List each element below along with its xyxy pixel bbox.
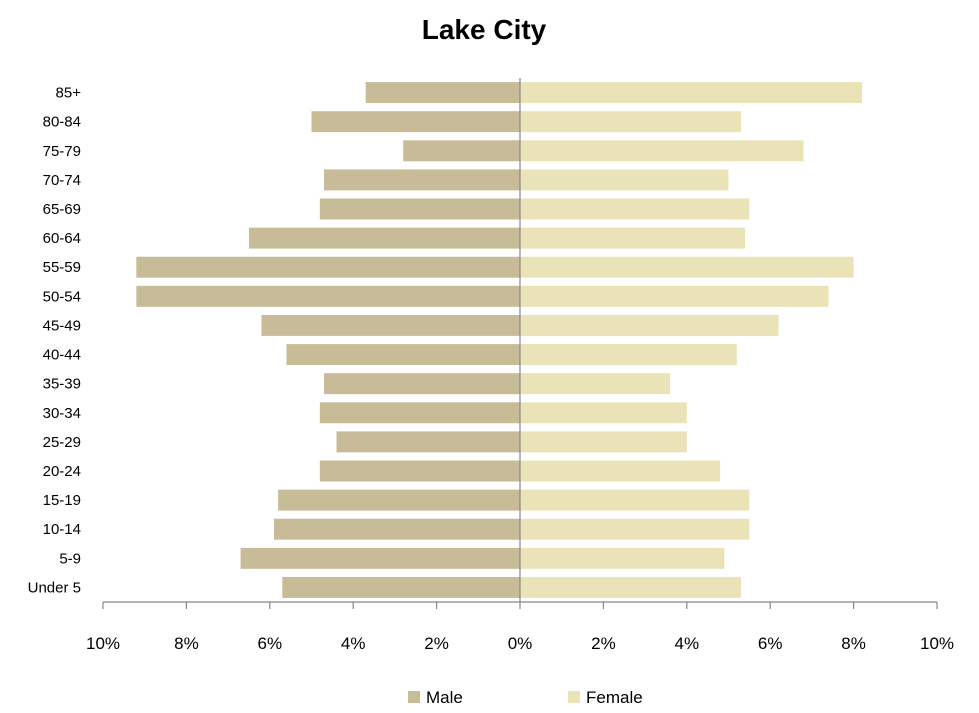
category-label: 30-34	[43, 405, 81, 422]
x-tick-label: 8%	[841, 634, 866, 653]
bar-male-30-34	[319, 402, 520, 424]
category-label: 15-19	[43, 492, 81, 509]
bar-female-45-49	[520, 314, 779, 336]
bar-male-65-69	[319, 198, 520, 220]
bar-female-55-59	[520, 256, 854, 278]
bar-male-10-14	[273, 518, 520, 540]
labels-layer: Under 5 5-9 10-14 15-19 20-24 25-29 30-34 35-39…	[28, 85, 82, 597]
bar-female-60-64	[520, 227, 746, 249]
bar-female-15-19	[520, 489, 750, 511]
bar-male-75-79	[403, 140, 520, 162]
x-tick-label: 2%	[424, 634, 449, 653]
x-tick-label: 4%	[341, 634, 366, 653]
legend-label-female: Female	[586, 688, 643, 707]
chart-title: Lake City	[422, 14, 547, 45]
category-label: 65-69	[43, 201, 81, 218]
category-label: 60-64	[43, 230, 81, 247]
category-label: 35-39	[43, 376, 81, 393]
bar-female-50-54	[520, 285, 829, 307]
legend-swatch-female	[568, 691, 580, 703]
x-tick-label: 6%	[258, 634, 283, 653]
bar-female-35-39	[520, 373, 671, 395]
category-label: 45-49	[43, 317, 81, 334]
x-tick-label: 10%	[86, 634, 120, 653]
bar-male-40-44	[286, 344, 520, 366]
bar-male-55-59	[136, 256, 521, 278]
category-label: 20-24	[43, 463, 81, 480]
category-label: 70-74	[43, 172, 81, 189]
x-tick-label: 8%	[174, 634, 199, 653]
bar-male-50-54	[136, 285, 521, 307]
legend-label-male: Male	[426, 688, 463, 707]
category-label: 25-29	[43, 434, 81, 451]
bar-male-35-39	[324, 373, 520, 395]
legend: Male Female	[408, 688, 643, 707]
legend-swatch-male	[408, 691, 420, 703]
category-label: 10-14	[43, 521, 81, 538]
x-tick-label: 6%	[758, 634, 783, 653]
category-label: 40-44	[43, 347, 81, 364]
bars-layer	[136, 82, 862, 598]
bar-male-25-29	[336, 431, 520, 453]
bar-female-85+	[520, 82, 862, 104]
bar-male-5-9	[240, 547, 521, 569]
bar-female-65-69	[520, 198, 750, 220]
bar-male-60-64	[248, 227, 520, 249]
category-label: 55-59	[43, 259, 81, 276]
bar-female-70-74	[520, 169, 729, 191]
bar-male-45-49	[261, 314, 520, 336]
category-label: 5-9	[59, 550, 81, 567]
bar-female-30-34	[520, 402, 687, 424]
bar-female-10-14	[520, 518, 750, 540]
x-tick-label: 10%	[920, 634, 954, 653]
x-tick-label: 0%	[508, 634, 533, 653]
bar-female-5-9	[520, 547, 725, 569]
x-tick-label: 4%	[675, 634, 700, 653]
bar-male-20-24	[319, 460, 520, 482]
bar-female-25-29	[520, 431, 687, 453]
bar-female-under-5	[520, 576, 742, 598]
axis-layer: 10% 8% 6% 4% 2% 0% 2% 4% 6% 8% 10%	[86, 78, 954, 653]
category-label: 80-84	[43, 114, 81, 131]
bar-female-20-24	[520, 460, 721, 482]
bar-male-80-84	[311, 111, 520, 133]
bar-male-15-19	[278, 489, 520, 511]
category-label: Under 5	[28, 579, 81, 596]
x-tick-label: 2%	[591, 634, 616, 653]
bar-female-75-79	[520, 140, 804, 162]
category-label: 85+	[56, 85, 82, 102]
category-label: 75-79	[43, 143, 81, 160]
category-label: 50-54	[43, 288, 81, 305]
bar-female-80-84	[520, 111, 742, 133]
bar-male-under-5	[282, 576, 520, 598]
bar-male-70-74	[324, 169, 520, 191]
bar-male-85+	[365, 82, 520, 104]
bar-female-40-44	[520, 344, 737, 366]
